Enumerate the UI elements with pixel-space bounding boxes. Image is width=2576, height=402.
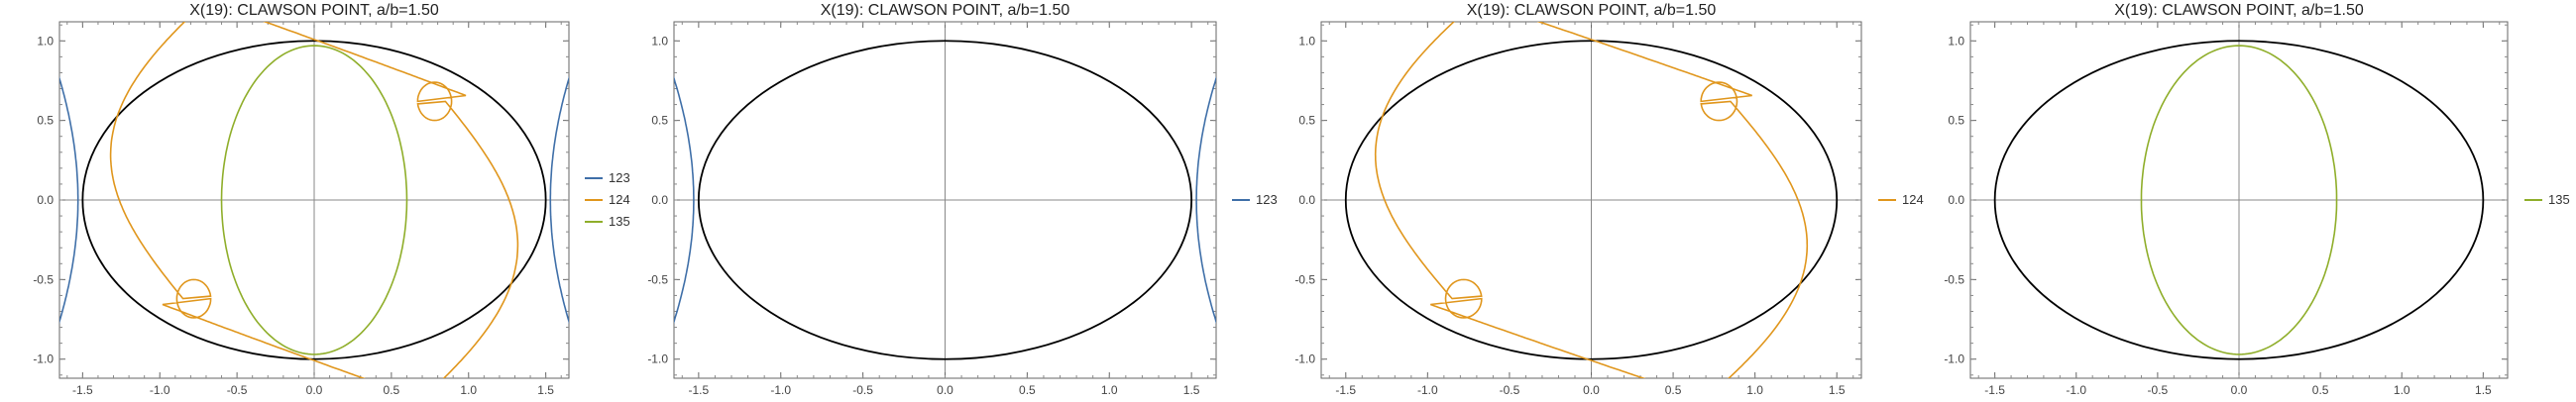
series-124-curve [1536,22,1809,378]
legend-label-124: 124 [609,192,630,207]
x-tick-label: 1.5 [537,383,554,397]
x-tick-label: -1.5 [72,383,93,397]
chart-title: X(19): CLAWSON POINT, a/b=1.50 [1467,2,1717,19]
y-tick-label: -0.5 [1294,272,1315,286]
x-tick-label: 0.0 [937,383,953,397]
x-tick-label: 1.0 [460,383,477,397]
x-tick-label: 0.0 [306,383,323,397]
chart-panel-1: X(19): CLAWSON POINT, a/b=1.50 -1.5 -1.0 -0… [33,2,629,397]
reference-ellipse [81,40,547,360]
x-tick-label: 0.5 [2312,383,2329,397]
x-tick-label: -0.5 [227,383,248,397]
x-tick-label: -0.5 [2148,383,2169,397]
y-tick-label: 0.0 [651,193,668,207]
legend-label-135: 135 [609,214,630,229]
series-123-curve [549,75,569,325]
series-123-curve [1195,75,1216,325]
chart-panel-4: X(19): CLAWSON POINT, a/b=1.50 -1.5 -1.0 -0… [1944,2,2569,397]
x-tick-label: 0.0 [2231,383,2248,397]
series-124-curve [263,22,519,378]
plot-area [1344,22,1839,378]
plot-area [59,22,569,378]
y-tick-label: 0.0 [1948,193,1964,207]
y-tick-label: 0.0 [37,193,54,207]
chart-panel-3: X(19): CLAWSON POINT, a/b=1.50 -1.5 -1.0 -0… [1294,2,1923,397]
x-tick-label: -0.5 [1500,383,1520,397]
series-124-curve [109,22,366,378]
y-tick-label: 1.0 [1948,34,1964,48]
chart-panel-2: X(19): CLAWSON POINT, a/b=1.50 -1.5 -1.0 -0… [647,2,1278,397]
x-tick-label: -1.0 [2066,383,2086,397]
y-tick-label: 1.0 [1298,34,1315,48]
y-tick-label: 0.0 [1298,193,1315,207]
y-tick-label: -1.0 [1294,352,1315,366]
x-tick-label: 1.5 [1183,383,1200,397]
y-tick-label: 0.5 [1298,114,1315,128]
x-tick-label: -1.5 [1984,383,2005,397]
x-tick-label: 0.5 [1019,383,1036,397]
y-tick-label: -1.0 [33,352,54,366]
x-tick-label: 0.5 [1665,383,1682,397]
chart-title: X(19): CLAWSON POINT, a/b=1.50 [2114,2,2364,19]
y-tick-label: 0.5 [37,114,54,128]
y-tick-label: -0.5 [647,272,668,286]
legend-label-124: 124 [1902,192,1924,207]
y-tick-label: -1.0 [1944,352,1964,366]
series-135-curve [2140,45,2338,355]
reference-ellipse [1993,40,2485,360]
legend-label-135: 135 [2548,192,2570,207]
y-tick-label: 0.5 [651,114,668,128]
x-tick-label: 1.0 [1746,383,1763,397]
series-135-curve [220,45,408,355]
legend-label-123: 123 [1256,192,1278,207]
reference-ellipse [697,40,1193,360]
series-124-curve [1374,22,1646,378]
y-tick-label: -1.0 [647,352,668,366]
x-tick-label: 1.0 [2394,383,2410,397]
y-tick-label: 1.0 [651,34,668,48]
y-tick-label: -0.5 [1944,272,1964,286]
x-tick-label: -0.5 [852,383,873,397]
x-tick-label: 0.0 [1583,383,1600,397]
y-tick-label: -0.5 [33,272,54,286]
x-tick-label: -1.0 [770,383,791,397]
plot-area [674,40,1216,360]
x-tick-label: 1.0 [1101,383,1118,397]
x-tick-label: 0.5 [384,383,400,397]
series-123-curve [59,75,79,325]
series-123-curve [674,75,695,325]
x-tick-label: -1.5 [689,383,710,397]
x-tick-label: 1.5 [1829,383,1846,397]
y-tick-label: 0.5 [1948,114,1964,128]
x-tick-label: -1.5 [1335,383,1356,397]
x-tick-label: -1.0 [1417,383,1438,397]
chart-title: X(19): CLAWSON POINT, a/b=1.50 [189,2,439,19]
reference-ellipse [1344,40,1839,360]
y-tick-label: 1.0 [37,34,54,48]
x-tick-label: 1.5 [2475,383,2492,397]
plot-area [1993,40,2485,360]
legend-label-123: 123 [609,170,630,185]
chart-title: X(19): CLAWSON POINT, a/b=1.50 [821,2,1070,19]
x-tick-label: -1.0 [150,383,170,397]
